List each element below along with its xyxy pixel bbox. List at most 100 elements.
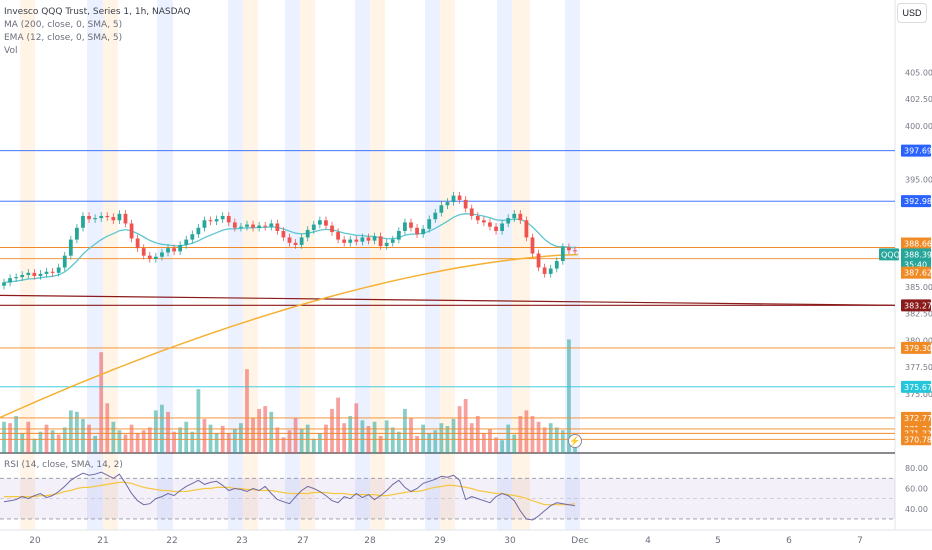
candle — [2, 278, 6, 290]
legend-vol[interactable]: Vol — [4, 46, 18, 56]
candle — [281, 227, 286, 242]
candle — [135, 234, 140, 252]
candle-body — [378, 236, 383, 247]
candle — [50, 267, 55, 277]
candle-body — [469, 208, 474, 216]
volume-bar — [518, 416, 523, 453]
candle — [208, 216, 213, 226]
candle — [317, 216, 322, 229]
session-band — [355, 0, 370, 530]
candle-body — [87, 215, 91, 220]
level-tag-label: 375.67 — [904, 383, 932, 392]
volume-bar — [99, 352, 104, 453]
candle — [190, 230, 195, 244]
volume-bar — [178, 427, 183, 453]
candle — [62, 251, 67, 272]
volume-bar — [232, 428, 237, 453]
volume-bar — [348, 416, 353, 453]
level-tag — [901, 411, 931, 424]
candle-body — [548, 268, 553, 274]
candle-body — [500, 223, 504, 231]
level-tag — [901, 144, 931, 157]
volume-bar — [433, 430, 438, 453]
rsi-legend[interactable]: RSI (14, close, SMA, 14, 2) — [4, 460, 123, 470]
level-tag-label: 372.77 — [904, 414, 932, 423]
time-tick-label: 22 — [166, 536, 177, 546]
time-tick-label: 6 — [786, 536, 792, 546]
volume-bar — [536, 421, 541, 453]
candle — [8, 274, 12, 287]
candle-body — [32, 272, 37, 277]
candle — [257, 221, 262, 232]
legend-ema[interactable]: EMA (12, close, 0, SMA, 5) — [4, 33, 123, 43]
volume-bar — [129, 424, 134, 453]
candle — [305, 226, 310, 242]
candle — [427, 215, 432, 233]
candle-body — [451, 195, 456, 203]
candle-body — [2, 282, 6, 286]
volume-bar — [305, 424, 310, 453]
candle — [512, 210, 517, 222]
lightning-icon[interactable]: ⚡ — [568, 434, 582, 448]
volume-bar — [554, 427, 559, 453]
currency-button[interactable]: USD — [897, 3, 927, 23]
volume-bar — [396, 431, 401, 453]
legend-ma[interactable]: MA (200, close, 0, SMA, 5) — [4, 20, 123, 30]
volume-bar — [299, 428, 304, 453]
candle-body — [44, 271, 49, 274]
candle — [560, 243, 565, 265]
candle-body — [518, 213, 523, 221]
volume-bar — [251, 417, 255, 453]
session-band — [440, 0, 455, 530]
candle-body — [202, 220, 207, 228]
candle-body — [62, 255, 67, 268]
candle — [269, 219, 274, 231]
candle — [232, 218, 237, 232]
candle-body — [129, 223, 134, 239]
candle-body — [457, 195, 462, 200]
time-tick-label: 23 — [236, 536, 247, 546]
level-tag-label: 387.62 — [904, 269, 932, 278]
volume-bar — [50, 430, 55, 453]
volume-bar — [257, 408, 262, 453]
volume-bar — [147, 427, 152, 453]
candle — [506, 214, 511, 228]
legend-title: Invesco QQQ Trust, Series 1, 1h, NASDAQ — [4, 7, 191, 17]
volume-bar — [269, 411, 274, 453]
candle-body — [475, 215, 480, 221]
candle-body — [147, 255, 152, 259]
volume-bar — [403, 408, 407, 453]
candle-body — [354, 239, 359, 242]
session-band — [157, 0, 173, 530]
candle-body — [220, 215, 225, 220]
candle — [287, 233, 292, 247]
candle — [330, 221, 334, 236]
session-band — [103, 0, 118, 530]
volume-bar — [111, 421, 116, 453]
volume-bar — [451, 418, 456, 453]
volume-bar — [62, 427, 67, 453]
candle — [567, 243, 571, 255]
session-band — [425, 0, 440, 530]
candle — [99, 212, 104, 222]
price-tick-label: 400.00 — [905, 122, 932, 131]
candle-body — [506, 218, 511, 224]
candle — [20, 271, 25, 281]
volume-bar — [184, 421, 189, 453]
volume-bar — [372, 421, 377, 453]
ema-12-line — [3, 213, 576, 284]
candle-body — [287, 237, 292, 243]
volume-bar — [226, 433, 231, 453]
volume-bar — [421, 424, 426, 453]
candle-body — [366, 237, 371, 241]
trend-line — [0, 294, 896, 306]
candle — [409, 218, 413, 232]
candle — [299, 233, 304, 249]
volume-bar — [56, 434, 61, 453]
symbol-tag — [879, 248, 899, 261]
candle — [44, 267, 49, 278]
candle-body — [275, 223, 280, 231]
volume-bar — [390, 427, 395, 453]
